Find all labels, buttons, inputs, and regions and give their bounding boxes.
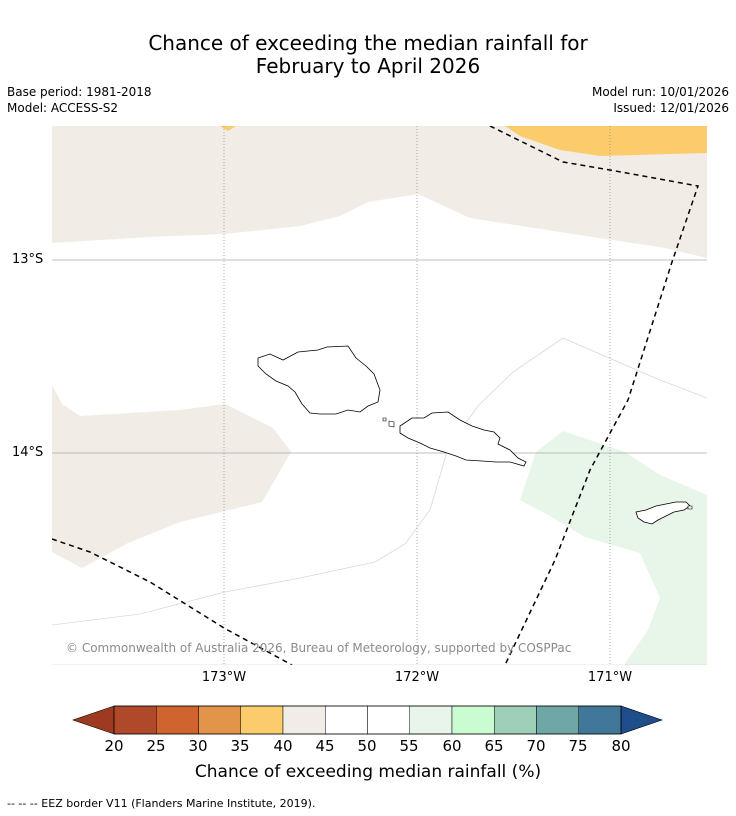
probability-region-35-40-north-small: [220, 126, 236, 131]
colorbar-tick-25: 25: [146, 737, 166, 755]
colorbar-cell: [156, 705, 199, 735]
island-aunuu: [687, 505, 693, 510]
colorbar-cell: [282, 705, 326, 735]
colorbar-tick-50: 50: [357, 737, 377, 755]
lon-label-171w: 171°W: [587, 670, 633, 685]
colorbar-tick-75: 75: [568, 737, 588, 755]
chart-title-line2: February to April 2026: [255, 54, 481, 78]
colorbar-title: Chance of exceeding median rainfall (%): [194, 762, 542, 782]
colorbar-cell: [536, 705, 579, 735]
colorbar-tick-65: 65: [484, 737, 504, 755]
island-tutuila: [635, 501, 691, 525]
copyright-notice: © Commonwealth of Australia 2026, Bureau…: [66, 641, 572, 655]
map-area: [52, 126, 707, 665]
meta-right: Model run: 10/01/2026 Issued: 12/01/2026: [592, 84, 729, 116]
eez-border-north: [489, 126, 699, 665]
colorbar-cell: [113, 705, 157, 735]
colorbar-cell: [198, 705, 241, 735]
probability-region-55-60-southeast: [520, 431, 707, 665]
colorbar-cell: [367, 705, 410, 735]
lat-label-14s: 14°S: [12, 445, 44, 460]
colorbar-tick-70: 70: [526, 737, 546, 755]
colorbar-tick-20: 20: [104, 737, 124, 755]
island-savaii: [257, 345, 381, 415]
colorbar-cell: [578, 705, 622, 735]
colorbar: [72, 705, 663, 735]
colorbar-tick-45: 45: [315, 737, 335, 755]
colorbar-cell: [409, 705, 453, 735]
model-run: Model run: 10/01/2026: [591, 85, 729, 99]
lon-label-173w: 173°W: [201, 670, 247, 685]
colorbar-cell: [494, 705, 537, 735]
model-name: Model: ACCESS-S2: [7, 101, 119, 115]
colorbar-outline: [113, 705, 622, 735]
colorbar-tick-60: 60: [442, 737, 462, 755]
colorbar-tick-35: 35: [230, 737, 250, 755]
island-manono: [388, 420, 395, 428]
colorbar-low-arrow: [72, 705, 115, 735]
lon-label-172w: 172°W: [394, 670, 440, 685]
lat-label-13s: 13°S: [12, 252, 44, 267]
island-apolima: [382, 417, 387, 422]
contour-line-south: [52, 337, 707, 626]
colorbar-high-arrow: [620, 705, 663, 735]
eez-border-southwest: [52, 538, 293, 665]
colorbar-cells: [113, 705, 622, 735]
eez-footnote: -- -- -- EEZ border V11 (Flanders Marine…: [7, 797, 316, 810]
colorbar-cell: [240, 705, 284, 735]
probability-region-35-40-northeast: [505, 126, 707, 156]
colorbar-tick-40: 40: [273, 737, 293, 755]
probability-region-40-45-north: [52, 126, 707, 258]
meta-left: Base period: 1981-2018 Model: ACCESS-S2: [7, 84, 152, 116]
issued-date: Issued: 12/01/2026: [613, 101, 729, 115]
colorbar-tick-55: 55: [399, 737, 419, 755]
colorbar-cell: [451, 705, 495, 735]
colorbar-cell: [325, 705, 368, 735]
island-upolu: [399, 411, 527, 467]
colorbar-tick-80: 80: [611, 737, 631, 755]
probability-region-40-45-west: [52, 385, 291, 568]
chart-title-line1: Chance of exceeding the median rainfall …: [148, 31, 588, 55]
base-period: Base period: 1981-2018: [7, 85, 152, 99]
colorbar-tick-30: 30: [188, 737, 208, 755]
